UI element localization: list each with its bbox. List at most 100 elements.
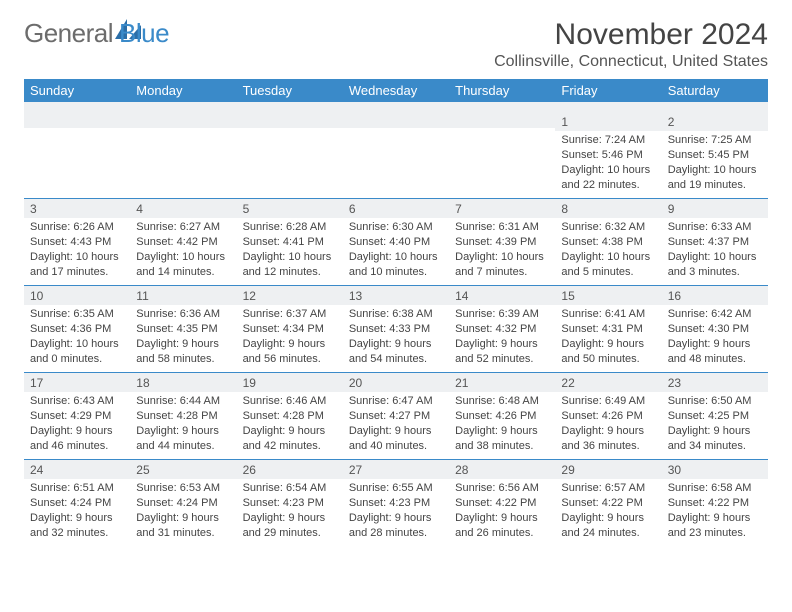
day-line: and 24 minutes. <box>561 526 655 541</box>
weekday-header: Thursday <box>449 79 555 102</box>
day-line: Sunrise: 6:48 AM <box>455 394 549 409</box>
day-number: 11 <box>130 286 236 305</box>
day-number: 1 <box>555 112 661 131</box>
day-line: Daylight: 9 hours <box>561 511 655 526</box>
weekday-header: Sunday <box>24 79 130 102</box>
day-line: Sunrise: 7:24 AM <box>561 133 655 148</box>
weekday-header: Monday <box>130 79 236 102</box>
day-line: Sunrise: 6:43 AM <box>30 394 124 409</box>
week-row: 1Sunrise: 7:24 AMSunset: 5:46 PMDaylight… <box>24 112 768 198</box>
day-line: Sunset: 4:22 PM <box>561 496 655 511</box>
day-cell: 5Sunrise: 6:28 AMSunset: 4:41 PMDaylight… <box>237 199 343 285</box>
day-line: Sunrise: 6:32 AM <box>561 220 655 235</box>
day-line: and 29 minutes. <box>243 526 337 541</box>
day-line: and 14 minutes. <box>136 265 230 280</box>
day-cell: 21Sunrise: 6:48 AMSunset: 4:26 PMDayligh… <box>449 373 555 459</box>
day-line: Daylight: 10 hours <box>561 163 655 178</box>
day-content: Sunrise: 6:49 AMSunset: 4:26 PMDaylight:… <box>555 392 661 457</box>
day-cell <box>237 112 343 198</box>
day-content: Sunrise: 6:26 AMSunset: 4:43 PMDaylight:… <box>24 218 130 283</box>
day-line: Daylight: 9 hours <box>136 511 230 526</box>
day-content: Sunrise: 6:46 AMSunset: 4:28 PMDaylight:… <box>237 392 343 457</box>
day-line: and 52 minutes. <box>455 352 549 367</box>
day-number: 5 <box>237 199 343 218</box>
day-content <box>343 128 449 134</box>
month-title: November 2024 <box>494 18 768 51</box>
header-spacer <box>24 102 768 112</box>
weekday-header: Wednesday <box>343 79 449 102</box>
day-line: Sunset: 4:34 PM <box>243 322 337 337</box>
day-cell <box>343 112 449 198</box>
day-line: Daylight: 10 hours <box>243 250 337 265</box>
day-number: 22 <box>555 373 661 392</box>
day-line: Sunset: 4:24 PM <box>136 496 230 511</box>
day-content: Sunrise: 6:36 AMSunset: 4:35 PMDaylight:… <box>130 305 236 370</box>
day-line: and 42 minutes. <box>243 439 337 454</box>
day-line: Sunrise: 6:33 AM <box>668 220 762 235</box>
day-line: Sunrise: 6:39 AM <box>455 307 549 322</box>
day-line: and 36 minutes. <box>561 439 655 454</box>
day-line: Sunset: 4:29 PM <box>30 409 124 424</box>
day-number: 7 <box>449 199 555 218</box>
day-line: Sunrise: 6:37 AM <box>243 307 337 322</box>
day-line: Sunrise: 7:25 AM <box>668 133 762 148</box>
day-number: 8 <box>555 199 661 218</box>
day-cell: 3Sunrise: 6:26 AMSunset: 4:43 PMDaylight… <box>24 199 130 285</box>
day-line: Daylight: 9 hours <box>30 511 124 526</box>
day-line: Sunrise: 6:27 AM <box>136 220 230 235</box>
day-content: Sunrise: 6:44 AMSunset: 4:28 PMDaylight:… <box>130 392 236 457</box>
day-line: Sunset: 4:23 PM <box>349 496 443 511</box>
day-content: Sunrise: 6:28 AMSunset: 4:41 PMDaylight:… <box>237 218 343 283</box>
day-line: Sunset: 4:22 PM <box>668 496 762 511</box>
day-content: Sunrise: 6:37 AMSunset: 4:34 PMDaylight:… <box>237 305 343 370</box>
day-line: and 58 minutes. <box>136 352 230 367</box>
day-number <box>237 112 343 128</box>
day-line: Sunrise: 6:30 AM <box>349 220 443 235</box>
day-line: Sunrise: 6:31 AM <box>455 220 549 235</box>
day-line: Sunset: 4:28 PM <box>136 409 230 424</box>
day-line: Daylight: 9 hours <box>243 337 337 352</box>
day-cell: 18Sunrise: 6:44 AMSunset: 4:28 PMDayligh… <box>130 373 236 459</box>
day-cell: 19Sunrise: 6:46 AMSunset: 4:28 PMDayligh… <box>237 373 343 459</box>
day-line: Daylight: 9 hours <box>561 424 655 439</box>
day-line: Sunrise: 6:41 AM <box>561 307 655 322</box>
day-number: 24 <box>24 460 130 479</box>
day-line: Sunset: 4:22 PM <box>455 496 549 511</box>
day-line: and 22 minutes. <box>561 178 655 193</box>
week-row: 17Sunrise: 6:43 AMSunset: 4:29 PMDayligh… <box>24 372 768 459</box>
day-cell: 17Sunrise: 6:43 AMSunset: 4:29 PMDayligh… <box>24 373 130 459</box>
day-line: Daylight: 9 hours <box>349 337 443 352</box>
day-cell: 23Sunrise: 6:50 AMSunset: 4:25 PMDayligh… <box>662 373 768 459</box>
day-line: and 26 minutes. <box>455 526 549 541</box>
day-line: Daylight: 9 hours <box>668 511 762 526</box>
day-content <box>24 128 130 134</box>
day-line: Daylight: 10 hours <box>668 250 762 265</box>
weekday-header: Saturday <box>662 79 768 102</box>
day-line: Sunrise: 6:51 AM <box>30 481 124 496</box>
day-cell <box>449 112 555 198</box>
day-line: Daylight: 9 hours <box>455 511 549 526</box>
day-cell: 14Sunrise: 6:39 AMSunset: 4:32 PMDayligh… <box>449 286 555 372</box>
day-content: Sunrise: 7:24 AMSunset: 5:46 PMDaylight:… <box>555 131 661 196</box>
day-line: Sunset: 4:37 PM <box>668 235 762 250</box>
day-number: 29 <box>555 460 661 479</box>
day-line: Daylight: 10 hours <box>30 337 124 352</box>
day-content: Sunrise: 6:58 AMSunset: 4:22 PMDaylight:… <box>662 479 768 544</box>
day-number: 6 <box>343 199 449 218</box>
day-number <box>130 112 236 128</box>
day-cell: 4Sunrise: 6:27 AMSunset: 4:42 PMDaylight… <box>130 199 236 285</box>
day-number: 13 <box>343 286 449 305</box>
day-content: Sunrise: 6:53 AMSunset: 4:24 PMDaylight:… <box>130 479 236 544</box>
day-cell: 20Sunrise: 6:47 AMSunset: 4:27 PMDayligh… <box>343 373 449 459</box>
day-content: Sunrise: 6:41 AMSunset: 4:31 PMDaylight:… <box>555 305 661 370</box>
day-cell: 10Sunrise: 6:35 AMSunset: 4:36 PMDayligh… <box>24 286 130 372</box>
day-line: and 3 minutes. <box>668 265 762 280</box>
day-line: Daylight: 9 hours <box>349 424 443 439</box>
day-cell: 7Sunrise: 6:31 AMSunset: 4:39 PMDaylight… <box>449 199 555 285</box>
day-content: Sunrise: 6:42 AMSunset: 4:30 PMDaylight:… <box>662 305 768 370</box>
day-cell: 25Sunrise: 6:53 AMSunset: 4:24 PMDayligh… <box>130 460 236 546</box>
day-line: Daylight: 9 hours <box>668 337 762 352</box>
day-number: 3 <box>24 199 130 218</box>
day-line: Sunrise: 6:36 AM <box>136 307 230 322</box>
weekday-header-row: SundayMondayTuesdayWednesdayThursdayFrid… <box>24 79 768 102</box>
